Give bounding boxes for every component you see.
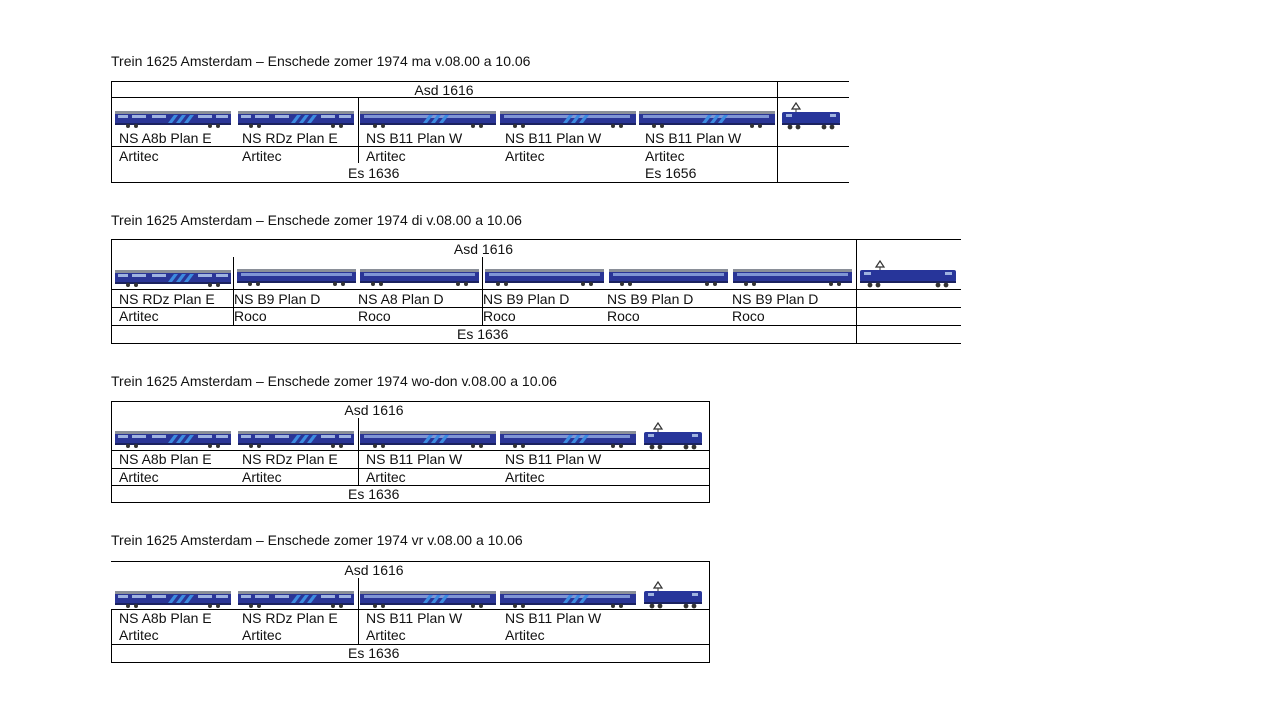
- consist-table: Asd 1616 NS A8b Plan E NS RDz Plan E NS …: [111, 81, 851, 183]
- arrival-label: Es 1636: [348, 486, 400, 502]
- car-name: NS A8 Plan D: [358, 291, 444, 307]
- train-block-vr: Trein 1625 Amsterdam – Enschede zomer 19…: [111, 532, 711, 666]
- car-maker: Artitec: [645, 148, 685, 164]
- car-maker: Artitec: [242, 148, 282, 164]
- arrival-label: Es 1656: [645, 165, 697, 181]
- car-name: NS RDz Plan E: [119, 291, 215, 307]
- coach-plan-e-icon: [114, 109, 232, 129]
- coach-plan-d-icon: [732, 267, 853, 287]
- train-block-di: Trein 1625 Amsterdam – Enschede zomer 19…: [111, 212, 963, 346]
- car-name: NS A8b Plan E: [119, 130, 212, 146]
- car-name: NS B11 Plan W: [505, 610, 602, 626]
- electric-locomotive-icon: [858, 257, 958, 289]
- car-maker: Artitec: [242, 469, 282, 485]
- departure-label: Asd 1616: [453, 241, 514, 257]
- train-title: Trein 1625 Amsterdam – Enschede zomer 19…: [111, 373, 557, 389]
- coach-plan-d-icon: [359, 267, 480, 287]
- car-maker: Artitec: [119, 469, 159, 485]
- car-maker: Roco: [732, 308, 765, 324]
- arrival-label: Es 1636: [348, 645, 400, 661]
- departure-label: Asd 1616: [344, 402, 404, 418]
- coach-plan-w-icon: [499, 109, 637, 129]
- car-maker: Roco: [358, 308, 391, 324]
- arrival-label: Es 1636: [348, 165, 400, 181]
- coach-plan-e-icon: [237, 429, 355, 449]
- car-maker: Artitec: [119, 148, 159, 164]
- car-name: NS B9 Plan D: [607, 291, 694, 307]
- departure-label: Asd 1616: [344, 562, 404, 578]
- consist-table: Asd 1616 NS RDz Plan E NS B9 Plan D NS A…: [111, 239, 963, 345]
- electric-locomotive-icon: [640, 419, 706, 451]
- car-name: NS B11 Plan W: [366, 610, 463, 626]
- coach-plan-e-icon: [114, 268, 232, 288]
- electric-locomotive-icon: [640, 578, 706, 610]
- coach-plan-d-icon: [484, 267, 605, 287]
- coach-plan-e-icon: [237, 109, 355, 129]
- car-maker: Artitec: [119, 308, 159, 324]
- car-name: NS B11 Plan W: [366, 451, 463, 467]
- car-maker: Roco: [234, 308, 267, 324]
- car-maker: Artitec: [119, 627, 159, 643]
- car-name: NS RDz Plan E: [242, 451, 338, 467]
- car-name: NS B9 Plan D: [234, 291, 321, 307]
- coach-plan-e-icon: [114, 589, 232, 609]
- coach-plan-w-icon: [499, 429, 637, 449]
- train-block-wo-don: Trein 1625 Amsterdam – Enschede zomer 19…: [111, 373, 711, 505]
- coach-plan-w-icon: [359, 429, 497, 449]
- car-name: NS RDz Plan E: [242, 130, 338, 146]
- electric-locomotive-icon: [778, 99, 844, 131]
- car-maker: Artitec: [505, 469, 545, 485]
- coach-plan-w-icon: [638, 109, 776, 129]
- coach-plan-d-icon: [608, 267, 729, 287]
- car-maker: Artitec: [366, 627, 406, 643]
- car-maker: Artitec: [242, 627, 282, 643]
- coach-plan-w-icon: [499, 589, 637, 609]
- departure-label: Asd 1616: [414, 82, 474, 98]
- car-name: NS B9 Plan D: [732, 291, 819, 307]
- car-maker: Roco: [607, 308, 640, 324]
- car-maker: Artitec: [366, 148, 406, 164]
- train-title: Trein 1625 Amsterdam – Enschede zomer 19…: [111, 532, 523, 548]
- coach-plan-d-icon: [236, 267, 357, 287]
- car-name: NS B11 Plan W: [505, 451, 602, 467]
- train-title: Trein 1625 Amsterdam – Enschede zomer 19…: [111, 53, 531, 69]
- car-name: NS RDz Plan E: [242, 610, 338, 626]
- car-name: NS A8b Plan E: [119, 451, 212, 467]
- car-name: NS B11 Plan W: [366, 130, 463, 146]
- coach-plan-w-icon: [359, 109, 497, 129]
- car-maker: Artitec: [366, 469, 406, 485]
- train-block-ma: Trein 1625 Amsterdam – Enschede zomer 19…: [111, 53, 851, 185]
- car-maker: Roco: [483, 308, 516, 324]
- arrival-label: Es 1636: [457, 326, 509, 342]
- car-name: NS A8b Plan E: [119, 610, 212, 626]
- car-name: NS B11 Plan W: [645, 130, 742, 146]
- coach-plan-e-icon: [114, 429, 232, 449]
- car-name: NS B9 Plan D: [483, 291, 570, 307]
- car-maker: Artitec: [505, 148, 545, 164]
- car-maker: Artitec: [505, 627, 545, 643]
- coach-plan-e-icon: [237, 589, 355, 609]
- consist-table: Asd 1616 NS A8b Plan E NS RDz Plan E NS …: [111, 561, 711, 663]
- coach-plan-w-icon: [359, 589, 497, 609]
- consist-table: Asd 1616 NS A8b Plan E NS RDz Plan E NS …: [111, 401, 711, 503]
- car-name: NS B11 Plan W: [505, 130, 602, 146]
- train-title: Trein 1625 Amsterdam – Enschede zomer 19…: [111, 212, 522, 228]
